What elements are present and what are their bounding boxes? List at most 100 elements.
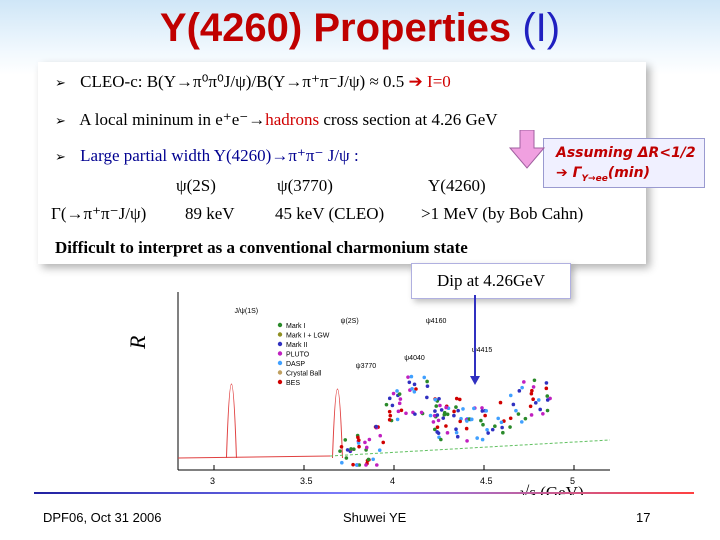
resonance-peak	[331, 388, 343, 459]
data-point	[428, 413, 433, 418]
data-point	[377, 448, 382, 453]
bullet-1: ➢ CLEO-c: B(Y→π⁰π⁰J/ψ)/B(Y→π⁺π⁻J/ψ) ≈ 0.…	[55, 72, 451, 92]
plot-x-tick-label: 5	[570, 476, 575, 486]
data-point	[384, 402, 389, 407]
data-point	[406, 375, 410, 379]
data-point	[340, 460, 344, 465]
data-point	[456, 408, 460, 413]
data-point	[432, 413, 437, 418]
continuum-line	[177, 455, 331, 459]
data-point	[378, 433, 383, 438]
data-point	[357, 444, 361, 449]
data-point	[391, 391, 396, 396]
legend-entry: DASP	[286, 361, 305, 368]
width-table-value-psi2s: 89 keV	[185, 204, 235, 223]
data-point	[439, 408, 444, 412]
data-point	[480, 409, 485, 413]
data-point	[356, 441, 361, 445]
data-point	[454, 405, 458, 409]
data-point	[545, 394, 550, 398]
r-ratio-plot: R 3 3.5 4 4.5 5 Mark I Mark I + LGW Mark II PLU…	[130, 292, 611, 495]
data-point	[445, 431, 450, 435]
data-point	[445, 412, 450, 417]
data-point	[344, 456, 349, 460]
footer-divider	[34, 492, 694, 494]
data-point	[479, 418, 483, 423]
data-point	[454, 427, 458, 431]
plot-x-tick-label: 3	[210, 476, 215, 486]
data-point	[529, 413, 534, 417]
data-point	[531, 385, 536, 389]
bullet-arrow-icon: ➢	[55, 150, 66, 165]
callout-line-2: ➔ ΓY→ee(min)	[556, 163, 704, 189]
data-point	[398, 397, 403, 401]
legend-marker	[277, 351, 283, 356]
legend-marker	[277, 341, 283, 347]
data-point	[544, 381, 549, 385]
data-point	[496, 416, 501, 421]
resonance-peak	[225, 383, 237, 459]
width-table-header-psi2s: ψ(2S)	[176, 176, 216, 195]
bullet-1-result: I=0	[427, 72, 451, 91]
legend-marker	[277, 360, 283, 366]
data-point	[345, 448, 350, 452]
plot-peak-labels: J/ψ(1S) ψ(2S) ψ3770 ψ4040 ψ4160 ψ4415	[234, 308, 492, 370]
peak-label: ψ4040	[404, 355, 425, 362]
data-point	[434, 404, 439, 408]
data-point	[501, 430, 505, 435]
data-point	[343, 438, 348, 442]
data-point	[407, 380, 412, 385]
data-point	[493, 424, 497, 429]
data-point	[530, 388, 534, 393]
slide-title-main: Y(4260) Properties	[159, 6, 512, 50]
footer-author: Shuwei YE	[343, 510, 407, 525]
width-table-row-label: Γ(→π⁺π⁻J/ψ)	[51, 204, 147, 223]
data-point	[545, 408, 550, 413]
data-point	[363, 440, 367, 445]
plot-data-points	[338, 374, 552, 467]
continuum-line-high	[329, 439, 611, 457]
data-point	[481, 422, 485, 427]
data-point	[486, 431, 490, 435]
dip-label: Dip at 4.26GeV	[411, 263, 571, 299]
data-point	[431, 420, 436, 424]
data-point	[364, 463, 368, 467]
legend-entry: Mark II	[286, 342, 307, 349]
data-point	[485, 427, 489, 432]
callout-arrow-gamma: ➔ Γ	[556, 165, 582, 181]
data-point	[472, 406, 476, 411]
data-point	[461, 407, 465, 411]
bullet-2: ➢ A local mininum in e⁺e⁻→hadrons cross …	[55, 110, 498, 130]
data-point	[399, 408, 404, 413]
data-point	[390, 403, 395, 408]
callout-subscript: Y→ee	[581, 173, 608, 184]
legend-marker	[277, 322, 283, 328]
footer-event: DPF06, Oct 31 2006	[43, 510, 162, 525]
legend-entry: Mark I + LGW	[286, 333, 330, 340]
callout-pointer-arrow	[508, 130, 546, 169]
data-point	[396, 409, 401, 414]
data-point	[397, 392, 402, 396]
data-point	[371, 457, 375, 462]
data-point	[508, 416, 513, 421]
dip-pointer-arrowhead	[470, 376, 480, 385]
data-point	[508, 393, 513, 398]
data-point	[480, 437, 485, 442]
data-point	[529, 391, 534, 396]
data-point	[490, 427, 495, 432]
legend-marker	[277, 370, 283, 375]
data-point	[457, 397, 462, 402]
slide-title-suffix: (I)	[522, 6, 561, 50]
data-point	[414, 387, 418, 391]
data-point	[517, 389, 522, 393]
data-point	[511, 402, 516, 407]
bullet-3-text: Large partial width Y(4260)→π⁺π⁻ J/ψ :	[80, 146, 359, 165]
peak-label: J/ψ(1S)	[234, 308, 258, 315]
legend-marker	[277, 379, 283, 385]
plot-x-ticks	[213, 465, 575, 470]
data-point	[519, 420, 524, 424]
data-point	[528, 404, 533, 409]
data-point	[475, 436, 479, 440]
conclusion-text: Difficult to interpret as a conventional…	[55, 238, 468, 257]
data-point	[425, 384, 430, 388]
